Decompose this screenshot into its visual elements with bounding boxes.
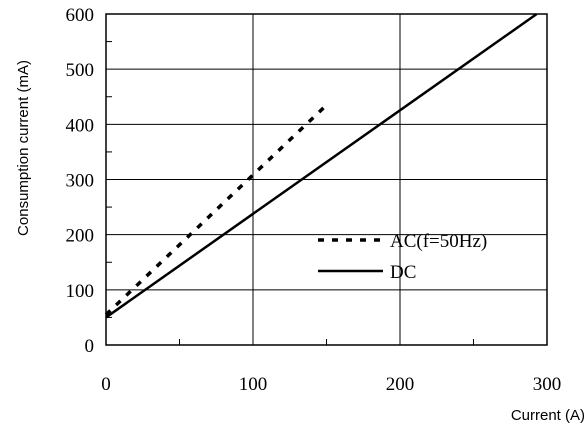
y-tick-label: 200: [66, 226, 95, 247]
legend-label: AC(f=50Hz): [390, 231, 487, 252]
x-tick-label: 0: [101, 374, 111, 395]
series-line-ac: [104, 103, 328, 316]
y-tick-label: 0: [85, 336, 95, 357]
legend-label: DC: [390, 262, 416, 283]
x-tick-label: 300: [533, 374, 562, 395]
x-axis-title: Current (A): [511, 407, 585, 424]
x-tick-label: 200: [386, 374, 415, 395]
y-tick-labels: 0 100 200 300 400 500 600: [66, 5, 95, 357]
series-line-dc: [105, 12, 538, 319]
minor-ticks: [106, 41, 474, 345]
y-tick-label: 300: [66, 171, 95, 192]
x-tick-labels: 0 100 200 300: [101, 374, 561, 395]
y-tick-label: 400: [66, 115, 95, 136]
y-tick-label: 600: [66, 5, 95, 26]
y-tick-label: 500: [66, 60, 95, 81]
x-tick-label: 100: [239, 374, 268, 395]
grid: [106, 14, 547, 345]
series-layer: [104, 12, 538, 319]
y-axis-title: Consumption current (mA): [15, 60, 32, 236]
legend: AC(f=50Hz) DC: [318, 231, 487, 283]
y-tick-label: 100: [66, 281, 95, 302]
